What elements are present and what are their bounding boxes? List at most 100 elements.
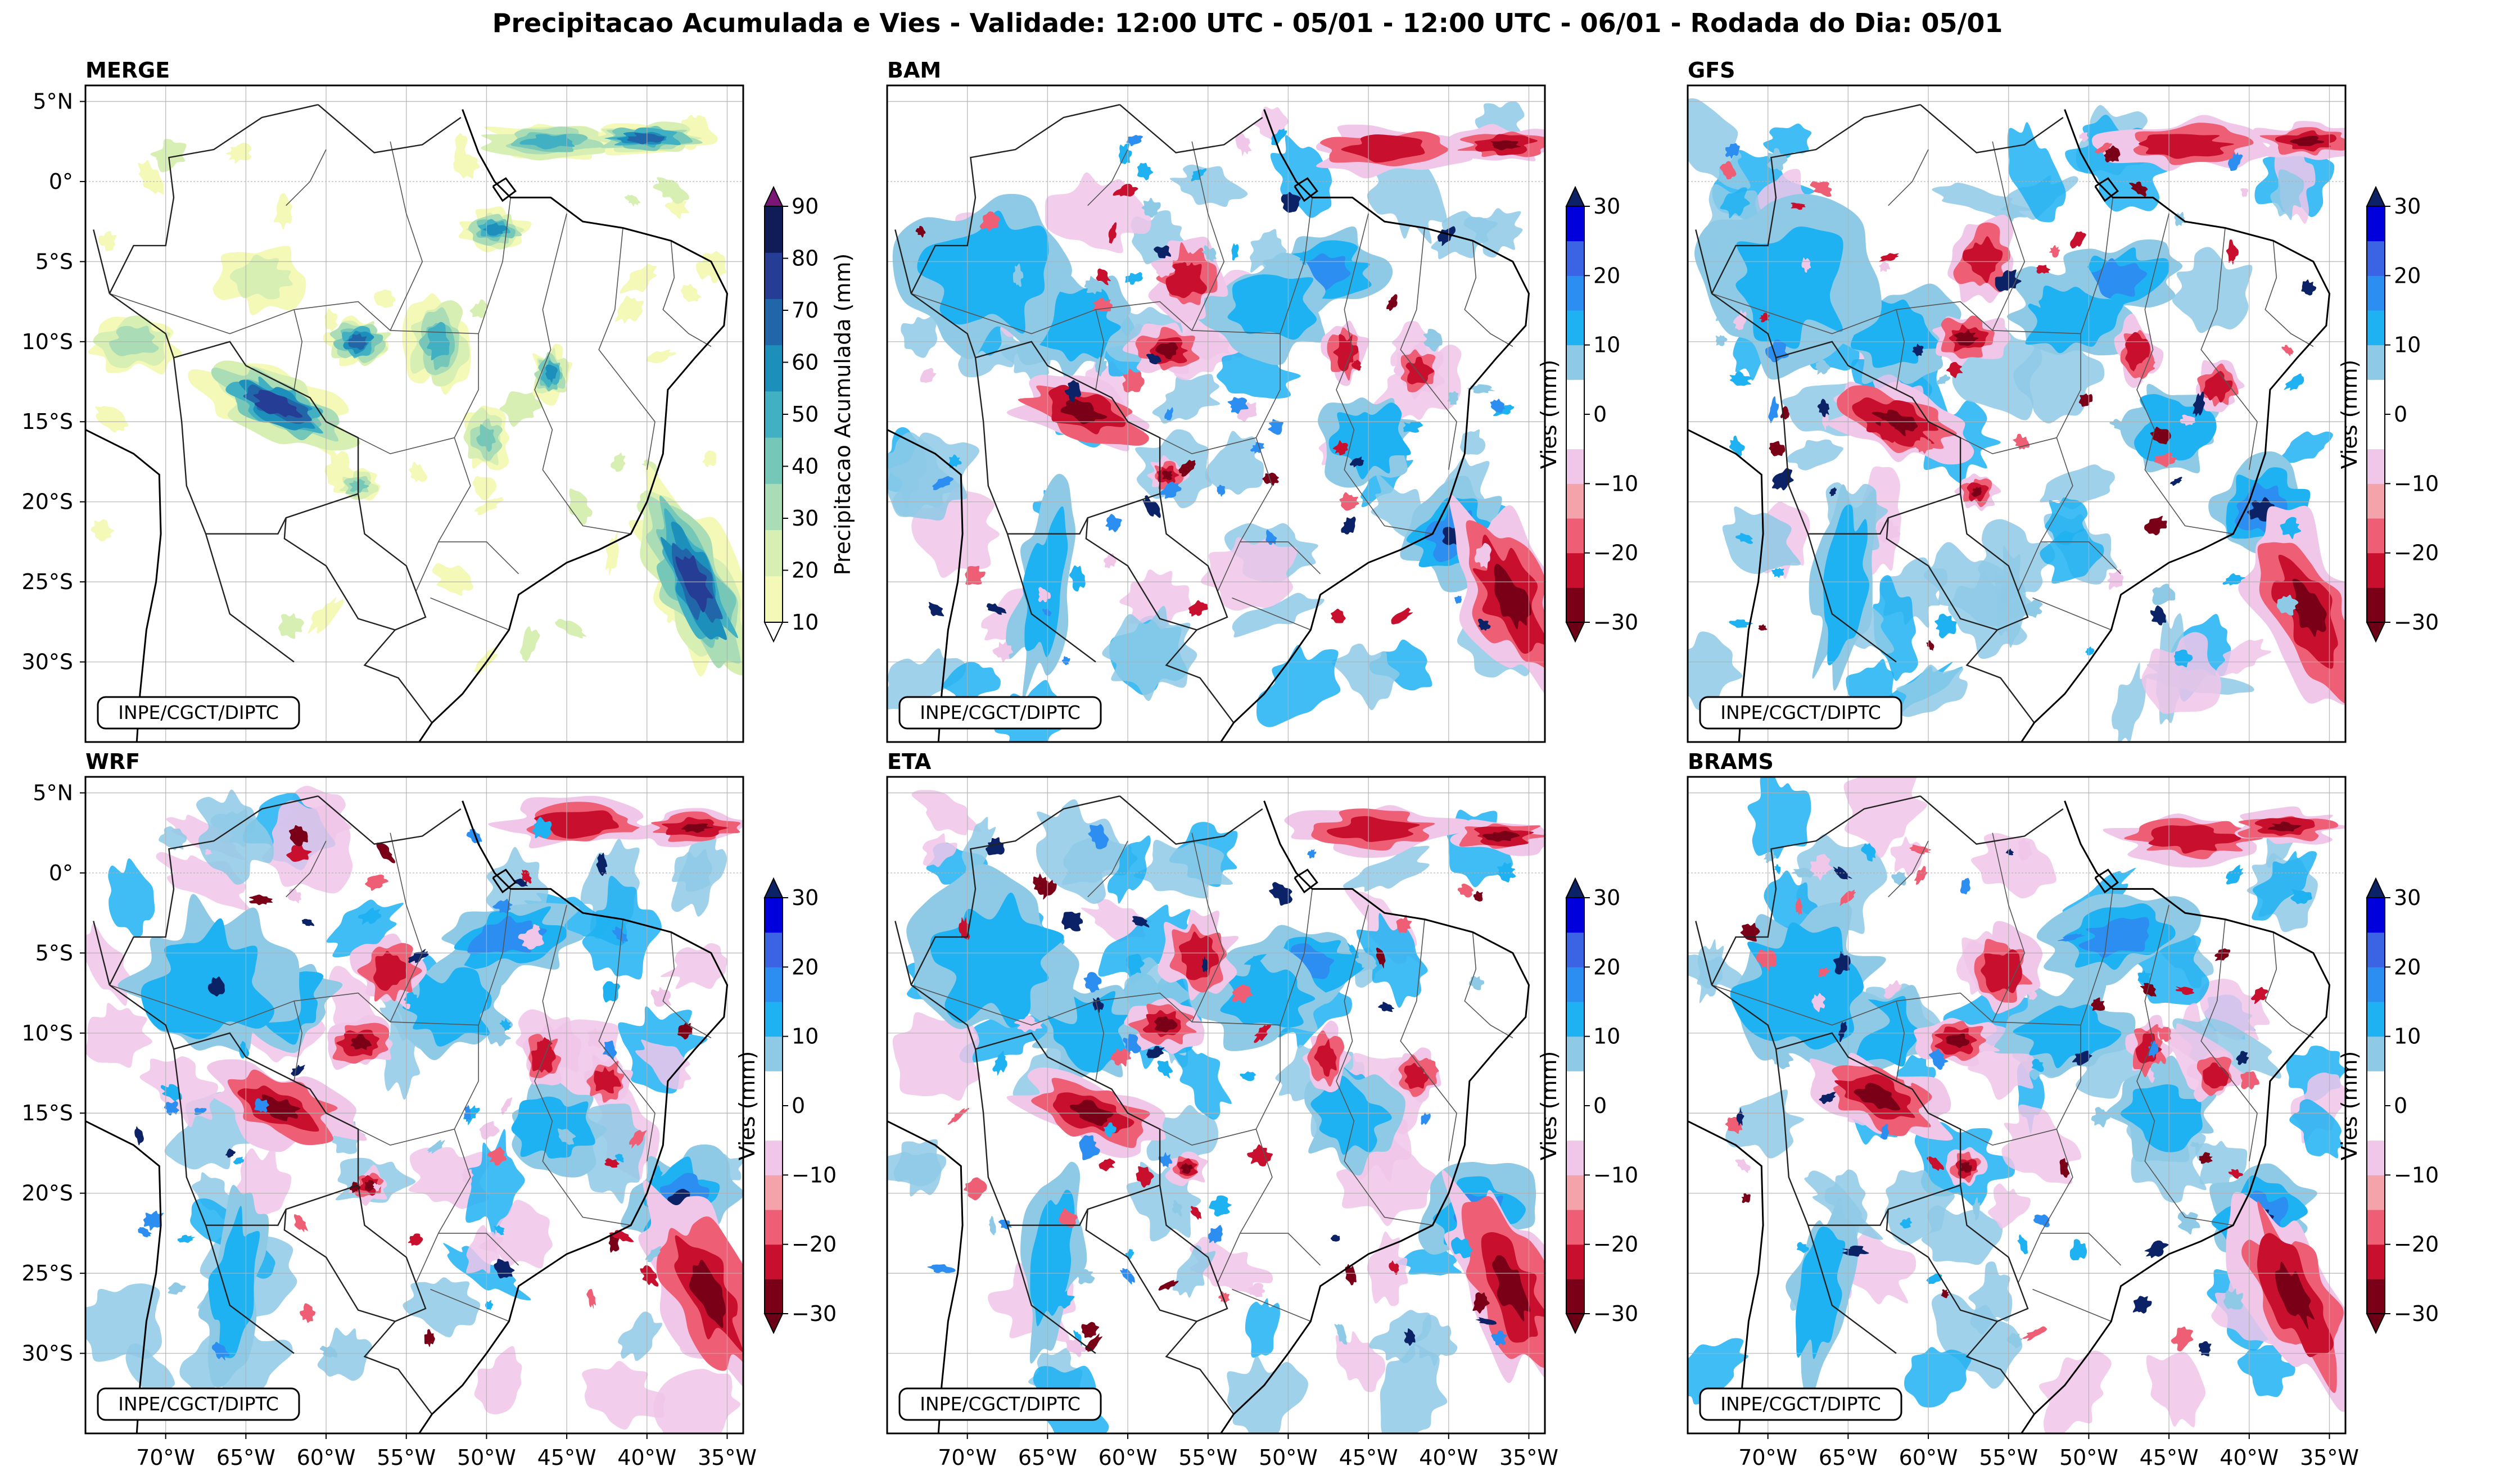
colorbar-segment xyxy=(1566,345,1584,380)
lat-tick-label: 5°N xyxy=(33,89,73,114)
field-merge xyxy=(88,115,743,677)
figure-title: Precipitacao Acumulada e Vies - Validade… xyxy=(492,8,2003,38)
panel-merge: MERGE INPE/CGCT/DIPTC 5°N 0° 5°S 10°S 15°S 20°S… xyxy=(22,58,855,743)
lon-tick-label: 45°W xyxy=(537,1445,596,1470)
colorbar-eta: 30 20 10 0 −10 −20 −30 Vies (mm) xyxy=(1536,877,1638,1334)
colorbar-segment xyxy=(2367,1140,2385,1175)
colorbar-segment xyxy=(765,483,783,531)
colorbar-segment xyxy=(1566,1279,1584,1314)
lat-tick-label: 0° xyxy=(49,861,73,885)
colorbar-tick-label: 20 xyxy=(792,558,819,583)
colorbar-gfs: 30 20 10 0 −10 −20 −30 Vies (mm) xyxy=(2337,186,2439,643)
colorbar-over-arrow xyxy=(763,186,784,207)
colorbar-merge: 90 80 70 60 50 40 30 20 10 Precipitacao Acumulada… xyxy=(763,186,855,643)
colorbar-tick-label: −10 xyxy=(792,1162,837,1187)
lon-tick-label: 50°W xyxy=(457,1445,516,1470)
colorbar-segment xyxy=(1566,379,1584,415)
colorbar-segment xyxy=(765,1106,783,1141)
lon-tick-label: 65°W xyxy=(1819,1445,1878,1470)
lon-tick-label: 60°W xyxy=(297,1445,356,1470)
field-gfs xyxy=(1688,98,2345,742)
credit-box xyxy=(1699,1387,1902,1421)
colorbar-segment xyxy=(2367,414,2385,450)
colorbar-tick-label: 30 xyxy=(1593,885,1620,910)
colorbar-under-arrow xyxy=(763,622,784,643)
colorbar-segment xyxy=(2367,967,2385,1002)
colorbar-segment xyxy=(2367,345,2385,380)
lat-tick-label: 15°S xyxy=(22,409,73,434)
credit-box xyxy=(97,696,300,730)
map-eta xyxy=(887,777,1545,1433)
colorbar-tick-label: 0 xyxy=(792,1093,805,1118)
panel-label: GFS xyxy=(1688,58,1735,83)
colorbar-segment xyxy=(1566,1140,1584,1175)
lon-tick-label: 70°W xyxy=(1738,1445,1797,1470)
colorbar-tick-label: 10 xyxy=(792,610,819,635)
colorbar-tick-label: −30 xyxy=(1593,1301,1638,1326)
colorbar-segment xyxy=(2367,483,2385,519)
colorbar-tick-label: 60 xyxy=(792,350,819,375)
colorbar-segment xyxy=(2367,1036,2385,1071)
lat-tick-label: 20°S xyxy=(22,1181,73,1206)
colorbar-tick-label: 70 xyxy=(792,298,819,323)
colorbar-tick-label: −10 xyxy=(2394,471,2439,496)
colorbar-segment xyxy=(2367,1210,2385,1245)
field-wrf xyxy=(85,785,743,1433)
colorbar-segment xyxy=(1566,1002,1584,1037)
colorbar-tick-label: 20 xyxy=(2394,263,2421,288)
colorbar-tick-label: 0 xyxy=(1593,402,1607,427)
colorbar-segment xyxy=(2367,1175,2385,1210)
lon-tick-label: 40°W xyxy=(617,1445,676,1470)
lat-tick-label: 20°S xyxy=(22,490,73,514)
colorbar-tick-label: −20 xyxy=(792,1232,837,1257)
colorbar-segment xyxy=(765,1036,783,1071)
colorbar-under-arrow xyxy=(2366,622,2386,643)
lon-tick-label: 70°W xyxy=(938,1445,997,1470)
colorbar-segment xyxy=(2367,379,2385,415)
colorbar-tick-label: −20 xyxy=(2394,1232,2439,1257)
lon-tick-label: 45°W xyxy=(1339,1445,1398,1470)
colorbar-under-arrow xyxy=(1565,622,1585,643)
lat-tick-label: 30°S xyxy=(22,1341,73,1366)
lon-tick-label: 60°W xyxy=(1099,1445,1158,1470)
colorbar-tick-label: 10 xyxy=(2394,333,2421,358)
colorbar-tick-label: 10 xyxy=(2394,1024,2421,1049)
lon-tick-label: 55°W xyxy=(1178,1445,1237,1470)
colorbar-segment xyxy=(2367,932,2385,967)
colorbar-segment xyxy=(1566,483,1584,519)
colorbar-tick-label: 20 xyxy=(792,954,819,979)
colorbar-tick-label: 0 xyxy=(1593,1093,1607,1118)
lon-tick-label: 55°W xyxy=(377,1445,436,1470)
colorbar-segment xyxy=(1566,587,1584,623)
colorbar-segment xyxy=(765,1210,783,1245)
colorbar-segment xyxy=(765,298,783,346)
colorbar-brams: 30 20 10 0 −10 −20 −30 Vies (mm) xyxy=(2337,877,2439,1334)
colorbar-segment xyxy=(1566,518,1584,554)
colorbar-under-arrow xyxy=(2366,1313,2386,1334)
map-frame xyxy=(84,776,744,1435)
colorbar-tick-label: 10 xyxy=(1593,333,1620,358)
colorbar-tick-label: 20 xyxy=(2394,954,2421,979)
colorbar-over-arrow xyxy=(2366,877,2386,898)
lat-tick-label: 25°S xyxy=(22,1261,73,1286)
lon-tick-label: 40°W xyxy=(2220,1445,2279,1470)
panel-brams: BRAMS INPE/CGCT/DIPTC 70°W 65°W 60°W 55°W 50°W… xyxy=(1687,749,2439,1470)
colorbar-over-arrow xyxy=(2366,186,2386,207)
colorbar-segment xyxy=(1566,932,1584,967)
field-eta xyxy=(887,790,1545,1433)
colorbar-segment xyxy=(2367,310,2385,346)
lon-tick-label: 35°W xyxy=(1499,1445,1558,1470)
lon-tick-label: 70°W xyxy=(136,1445,195,1470)
colorbar-label: Precipitacao Acumulada (mm) xyxy=(830,254,855,576)
colorbar-segment xyxy=(765,1071,783,1106)
lon-tick-label: 45°W xyxy=(2140,1445,2199,1470)
colorbar-tick-label: 10 xyxy=(1593,1024,1620,1049)
colorbar-tick-label: −10 xyxy=(1593,1162,1638,1187)
lat-tick-label: 5°S xyxy=(35,940,73,965)
credit-label: INPE/CGCT/DIPTC xyxy=(118,1393,279,1415)
map-gfs xyxy=(1688,85,2345,742)
colorbar-tick-label: −30 xyxy=(1593,610,1638,635)
panel-label: BRAMS xyxy=(1688,749,1774,774)
lon-tick-label: 65°W xyxy=(216,1445,275,1470)
